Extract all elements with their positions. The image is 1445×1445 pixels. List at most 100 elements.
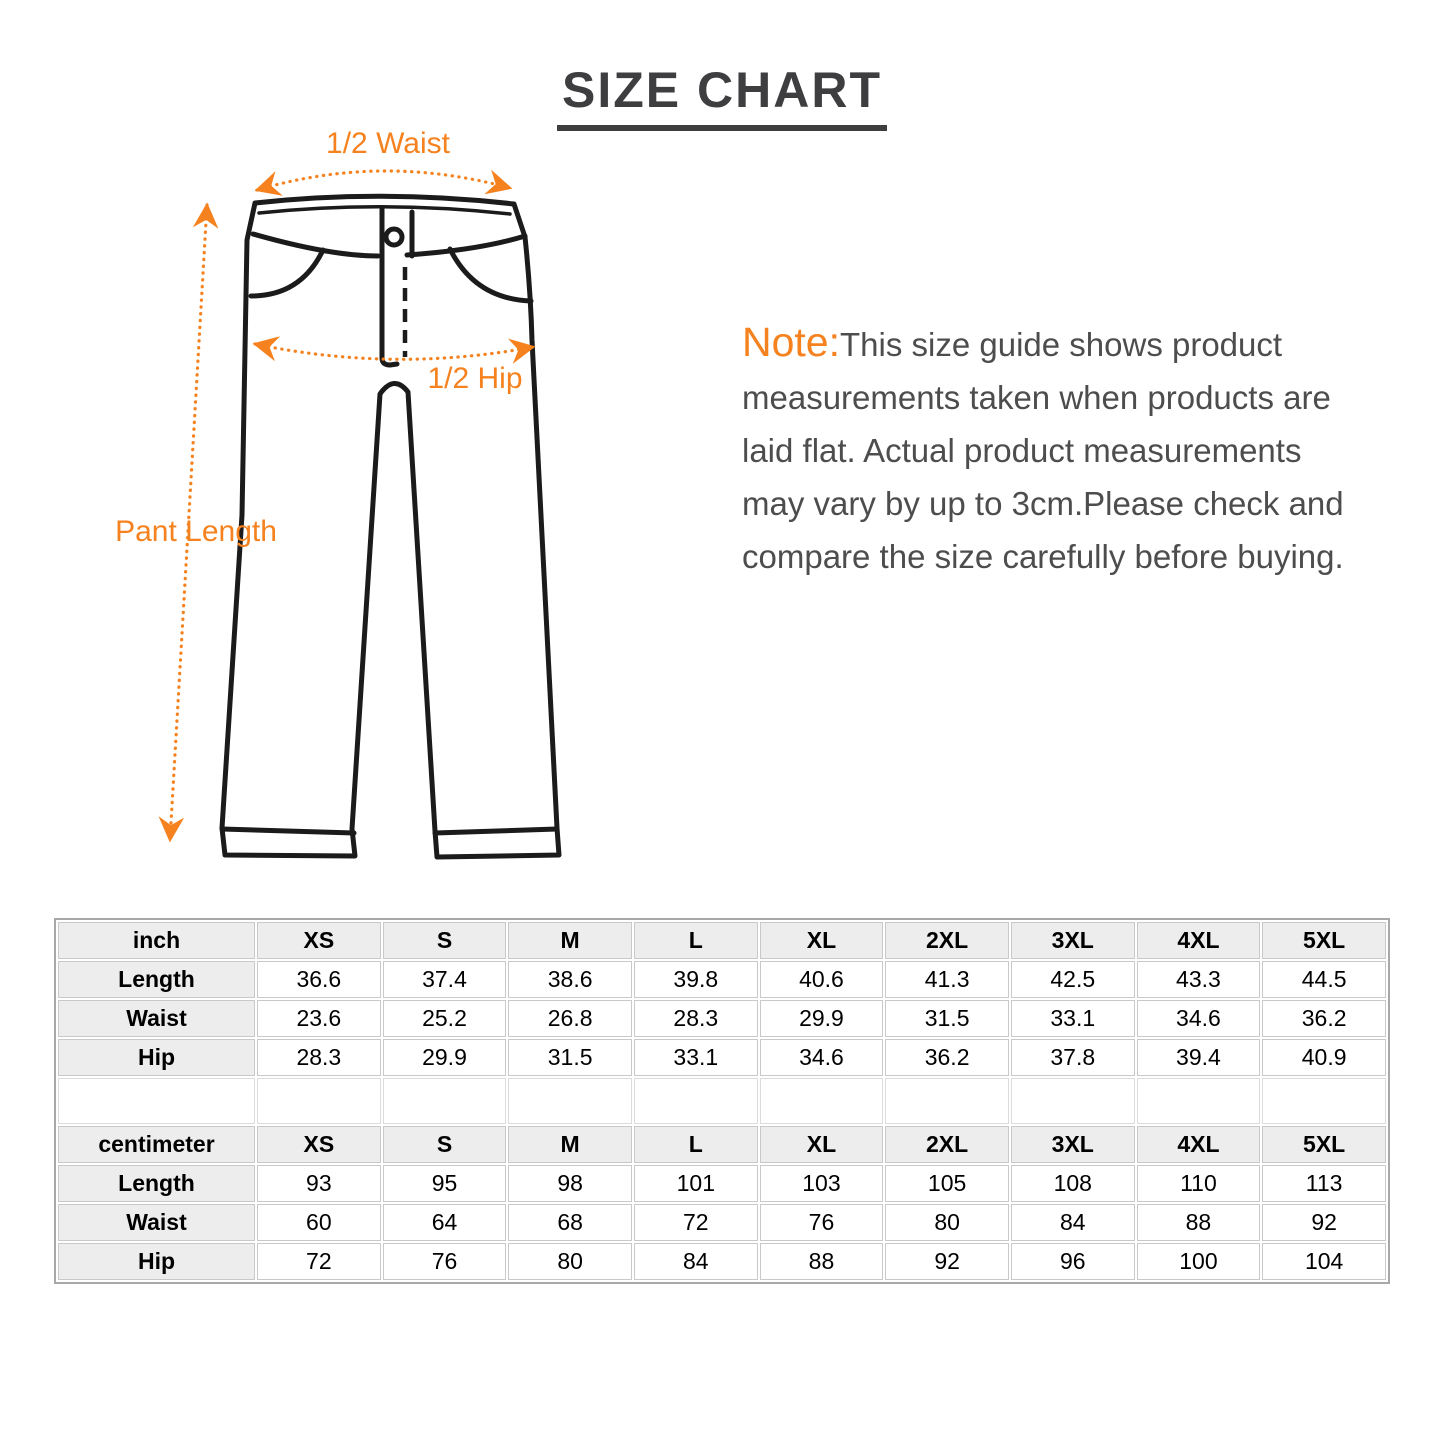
note-text: This size guide shows product measuremen… xyxy=(742,326,1344,575)
size-column-header: L xyxy=(633,1126,758,1163)
unit-header-row: inch XS S M L XL 2XL 3XL 4XL 5XL xyxy=(58,922,1386,959)
size-column-header: XS xyxy=(257,922,381,959)
spacer-cell xyxy=(1010,1078,1135,1124)
spacer-cell xyxy=(759,1078,884,1124)
measurement-value-cell: 34.6 xyxy=(1136,1000,1261,1037)
measurement-value-cell: 34.6 xyxy=(759,1039,884,1076)
waistband-bottom-left xyxy=(250,231,381,259)
size-column-header: M xyxy=(508,1126,632,1163)
measurement-value-cell: 40.6 xyxy=(759,961,884,998)
pants-outline-group xyxy=(219,193,562,860)
measurement-value-cell: 40.9 xyxy=(1262,1039,1386,1076)
size-column-header: XS xyxy=(257,1126,381,1163)
measurement-row: Hip 28.3 29.9 31.5 33.1 34.6 36.2 37.8 39.4 40.9 xyxy=(58,1039,1386,1076)
measurement-value-cell: 72 xyxy=(257,1243,381,1280)
measurement-value-cell: 84 xyxy=(633,1243,758,1280)
measurement-label-cell: Waist xyxy=(58,1000,255,1037)
measurement-value-cell: 36.2 xyxy=(1262,1000,1386,1037)
unit-header-row: centimeter XS S M L XL 2XL 3XL 4XL 5XL xyxy=(58,1126,1386,1163)
measurement-value-cell: 43.3 xyxy=(1136,961,1261,998)
waist-button xyxy=(383,226,405,248)
size-column-header: XL xyxy=(759,922,884,959)
spacer-row xyxy=(58,1078,1386,1124)
measurement-value-cell: 38.6 xyxy=(508,961,632,998)
measurement-value-cell: 104 xyxy=(1262,1243,1386,1280)
size-column-header: 5XL xyxy=(1262,1126,1386,1163)
measurement-value-cell: 28.3 xyxy=(257,1039,381,1076)
size-column-header: 2XL xyxy=(885,922,1009,959)
note-prefix: Note: xyxy=(742,319,840,365)
measurement-value-cell: 37.8 xyxy=(1010,1039,1135,1076)
left-cuff-line xyxy=(219,826,357,836)
size-column-header: XL xyxy=(759,1126,884,1163)
measurement-value-cell: 76 xyxy=(759,1204,884,1241)
measurement-value-cell: 108 xyxy=(1010,1165,1135,1202)
measurement-value-cell: 68 xyxy=(508,1204,632,1241)
measurement-value-cell: 92 xyxy=(1262,1204,1386,1241)
measurement-value-cell: 98 xyxy=(508,1165,632,1202)
waist-measure-label: 1/2 Waist xyxy=(326,127,451,160)
measurement-value-cell: 88 xyxy=(1136,1204,1261,1241)
measurement-label-cell: Hip xyxy=(58,1039,255,1076)
size-table-body: inch XS S M L XL 2XL 3XL 4XL 5XL Length 36.6 37.4 38.… xyxy=(58,922,1386,1280)
waistband-stitch xyxy=(257,205,512,216)
size-column-header: 4XL xyxy=(1136,922,1261,959)
measurement-value-cell: 72 xyxy=(633,1204,758,1241)
measurement-value-cell: 110 xyxy=(1136,1165,1261,1202)
left-pocket-curve xyxy=(248,247,326,299)
measurement-value-cell: 101 xyxy=(633,1165,758,1202)
measurement-value-cell: 37.4 xyxy=(382,961,507,998)
measurement-value-cell: 93 xyxy=(257,1165,381,1202)
right-cuff-line xyxy=(432,826,560,836)
spacer-cell xyxy=(382,1078,507,1124)
measurement-value-cell: 33.1 xyxy=(633,1039,758,1076)
measurement-value-cell: 28.3 xyxy=(633,1000,758,1037)
measurement-value-cell: 36.2 xyxy=(885,1039,1009,1076)
measurement-value-cell: 42.5 xyxy=(1010,961,1135,998)
size-column-header: 2XL xyxy=(885,1126,1009,1163)
measurement-label-cell: Length xyxy=(58,961,255,998)
measurement-value-cell: 31.5 xyxy=(885,1000,1009,1037)
length-measure-arrow xyxy=(158,202,219,843)
measurement-label-cell: Hip xyxy=(58,1243,255,1280)
pants-diagram-svg: 1/2 Waist 1/2 Hip Pant Length xyxy=(115,127,562,860)
measurement-value-cell: 29.9 xyxy=(759,1000,884,1037)
size-column-header: 5XL xyxy=(1262,922,1386,959)
measurement-row: Length 36.6 37.4 38.6 39.8 40.6 41.3 42.5 43.3 44… xyxy=(58,961,1386,998)
spacer-cell xyxy=(1136,1078,1261,1124)
length-measure-label: Pant Length xyxy=(115,515,277,548)
unit-label-cell: centimeter xyxy=(58,1126,255,1163)
measurement-row: Hip 72 76 80 84 88 92 96 100 104 xyxy=(58,1243,1386,1280)
hip-measure-label: 1/2 Hip xyxy=(427,362,522,395)
measurement-row: Waist 60 64 68 72 76 80 84 88 92 xyxy=(58,1204,1386,1241)
measurement-value-cell: 25.2 xyxy=(382,1000,507,1037)
measurement-annotations xyxy=(158,169,536,843)
measurement-value-cell: 39.8 xyxy=(633,961,758,998)
measurement-value-cell: 92 xyxy=(885,1243,1009,1280)
measurement-value-cell: 23.6 xyxy=(257,1000,381,1037)
measurement-value-cell: 76 xyxy=(382,1243,507,1280)
measurement-value-cell: 31.5 xyxy=(508,1039,632,1076)
measurement-label-cell: Waist xyxy=(58,1204,255,1241)
measurement-value-cell: 84 xyxy=(1010,1204,1135,1241)
measurement-row: Waist 23.6 25.2 26.8 28.3 29.9 31.5 33.1 34.6 36.… xyxy=(58,1000,1386,1037)
size-column-header: 3XL xyxy=(1010,1126,1135,1163)
measurement-value-cell: 33.1 xyxy=(1010,1000,1135,1037)
measurement-value-cell: 41.3 xyxy=(885,961,1009,998)
measurement-value-cell: 100 xyxy=(1136,1243,1261,1280)
measurement-value-cell: 88 xyxy=(759,1243,884,1280)
spacer-cell xyxy=(633,1078,758,1124)
size-column-header: S xyxy=(382,1126,507,1163)
spacer-cell xyxy=(58,1078,255,1124)
measurement-value-cell: 96 xyxy=(1010,1243,1135,1280)
spacer-cell xyxy=(885,1078,1009,1124)
measurement-value-cell: 29.9 xyxy=(382,1039,507,1076)
page-title: SIZE CHART xyxy=(557,62,887,131)
measurement-value-cell: 39.4 xyxy=(1136,1039,1261,1076)
measurement-value-cell: 95 xyxy=(382,1165,507,1202)
right-pocket-curve xyxy=(447,246,534,304)
measurement-value-cell: 44.5 xyxy=(1262,961,1386,998)
measurement-value-cell: 26.8 xyxy=(508,1000,632,1037)
spacer-cell xyxy=(1262,1078,1386,1124)
